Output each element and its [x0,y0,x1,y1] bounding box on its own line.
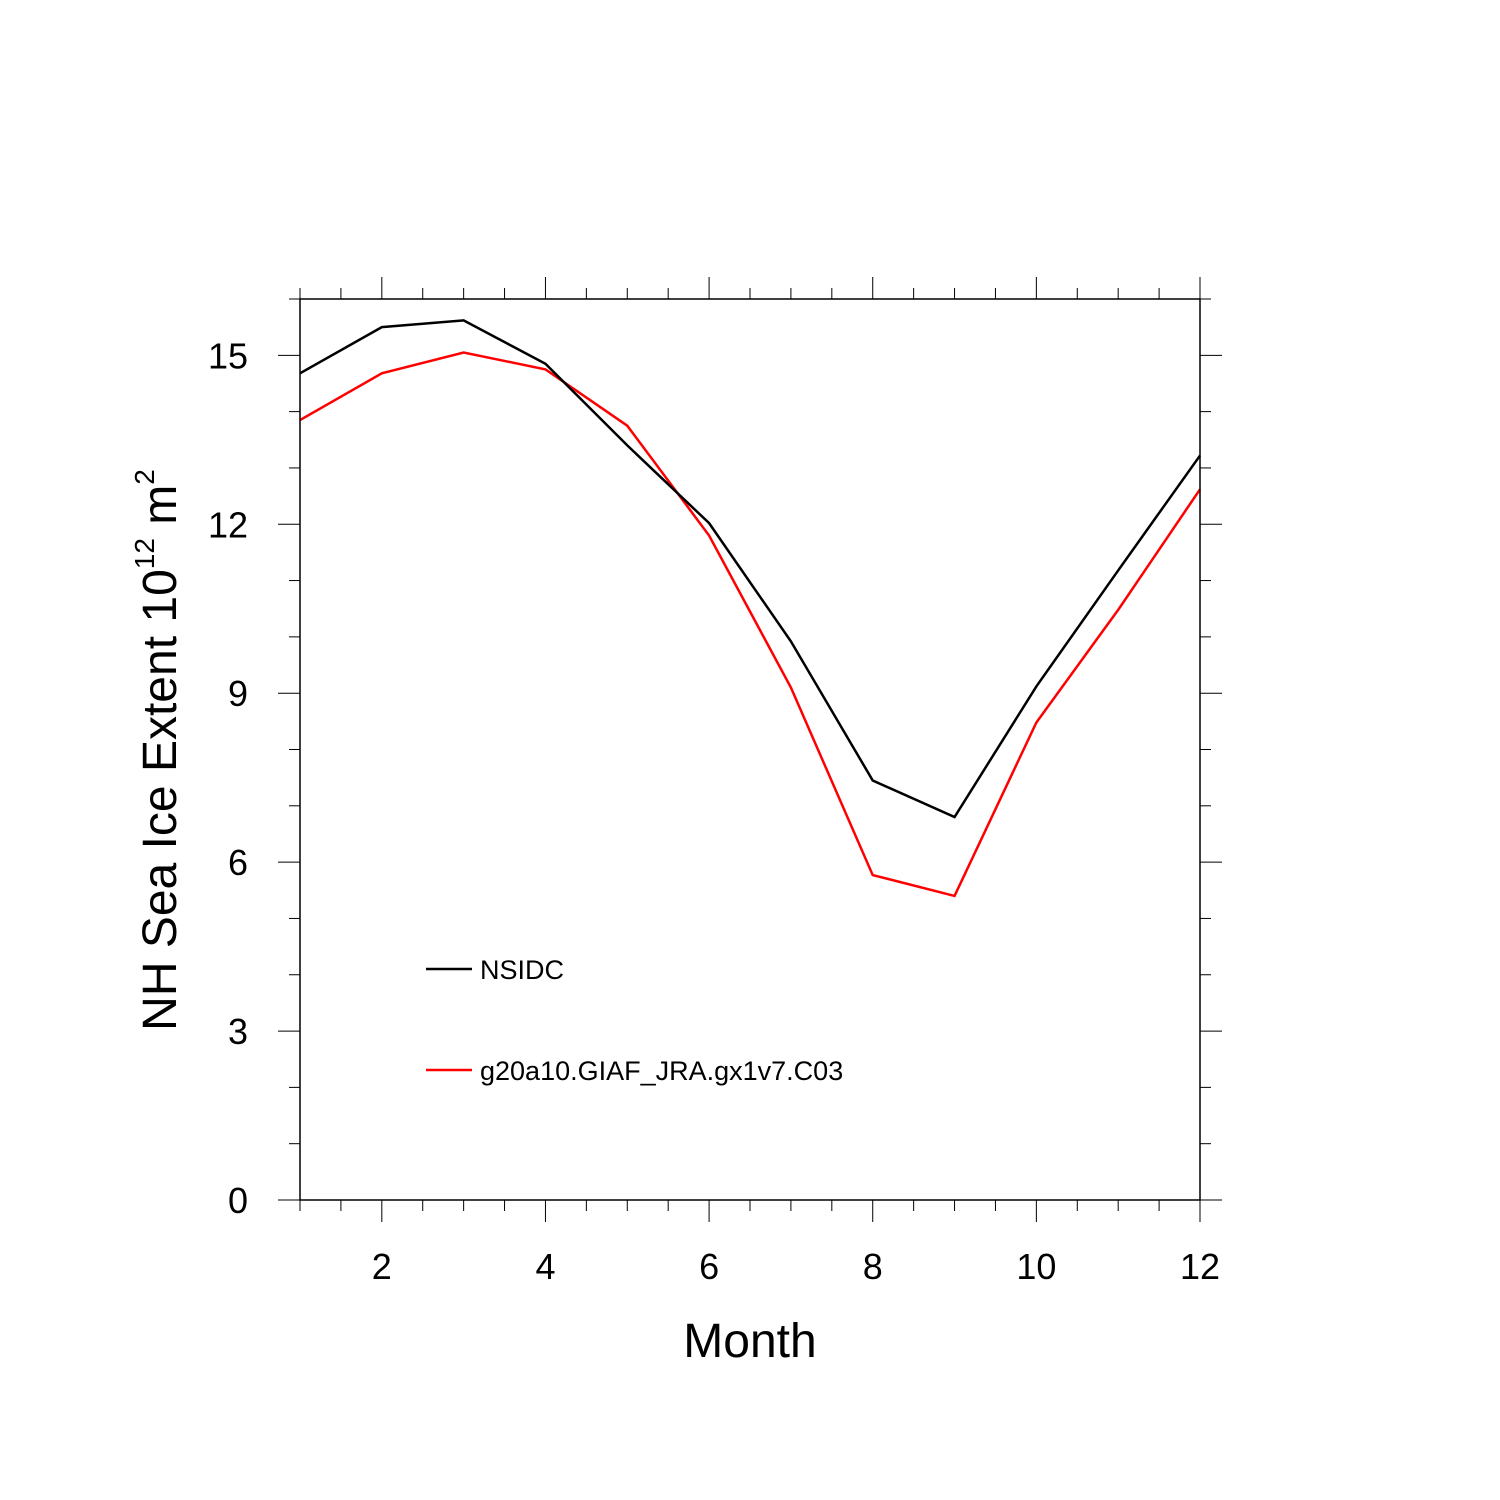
y-tick-label: 6 [228,842,248,883]
y-axis-title-exponent: 12 [129,538,160,569]
y-tick-labels: 0 3 6 9 12 15 [208,335,248,1221]
y-tick-label: 12 [208,504,248,545]
x-axis-title: Month [683,1315,816,1368]
plot-frame [299,298,1201,1201]
legend: NSIDC g20a10.GIAF_JRA.gx1v7.C03 [426,955,843,1086]
x-tick-labels: 2 4 6 8 10 12 [372,1246,1220,1287]
legend-label-nsidc: NSIDC [480,955,564,985]
legend-label-model: g20a10.GIAF_JRA.gx1v7.C03 [480,1056,843,1086]
y-tick-label: 15 [208,335,248,376]
x-tick-label: 4 [535,1246,555,1287]
x-tick-label: 12 [1180,1246,1220,1287]
x-tick-label: 6 [699,1246,719,1287]
y-axis-title-main: NH Sea Ice Extent 10 [134,569,187,1031]
x-tick-label: 2 [372,1246,392,1287]
x-tick-label: 8 [863,1246,883,1287]
y-tick-label: 0 [228,1180,248,1221]
x-tick-label: 10 [1016,1246,1056,1287]
y-axis-title-unit-exponent: 2 [129,469,160,485]
axis-ticks [278,277,1222,1222]
y-axis-title: NH Sea Ice Extent 1012 m2 [129,469,187,1031]
y-axis-title-unit: m [134,485,187,538]
series-line-model [299,351,1202,898]
y-tick-label: 9 [228,673,248,714]
series-line-nsidc [299,319,1202,819]
series-lines [299,319,1202,898]
y-tick-label: 3 [228,1011,248,1052]
